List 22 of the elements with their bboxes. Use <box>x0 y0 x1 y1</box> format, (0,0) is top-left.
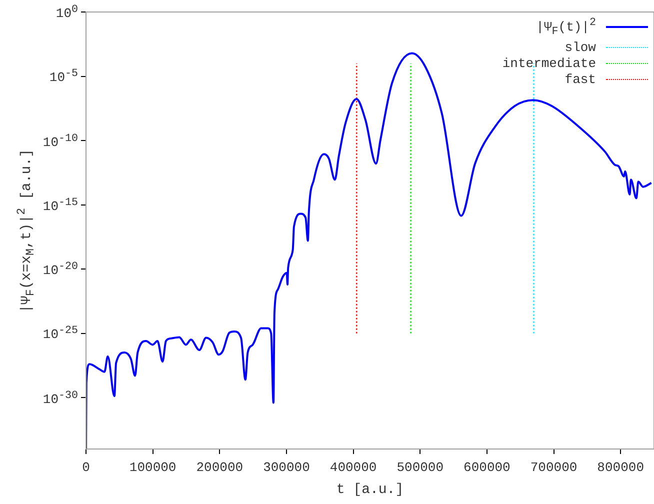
x-tick-label: 800000 <box>597 460 644 476</box>
x-tick-label: 0 <box>82 460 90 476</box>
y-tick-label: 10$^{-5}$ <box>49 67 78 86</box>
x-tick-label: 300000 <box>263 460 310 476</box>
x-axis-title: t [a.u.] <box>335 482 405 498</box>
y-tick-label: 10$^{0}$ <box>56 2 78 22</box>
x-tick-label: 700000 <box>530 460 578 476</box>
x-tick-label: 100000 <box>129 460 176 476</box>
x-tick-label: 500000 <box>396 460 444 476</box>
y-tick-label: 10$^{-25}$ <box>42 324 78 342</box>
y-tick-label: 10$^{-15}$ <box>42 196 78 214</box>
legend-label: slow <box>564 40 596 56</box>
legend-label: intermediate <box>502 56 596 72</box>
x-tick-label: 400000 <box>330 460 377 476</box>
y-tick-label: 10$^{-20}$ <box>42 260 78 278</box>
legend-label: |Ψ$_{F}$(t)|$^{2}$ <box>536 16 596 40</box>
line-series <box>86 52 652 449</box>
y-tick-label: 10$^{-30}$ <box>42 388 78 407</box>
legend-label: fast <box>564 72 596 88</box>
x-tick-label: 600000 <box>464 460 510 476</box>
y-tick-label: 10$^{-10}$ <box>42 131 78 150</box>
x-tick-label: 200000 <box>196 460 244 476</box>
